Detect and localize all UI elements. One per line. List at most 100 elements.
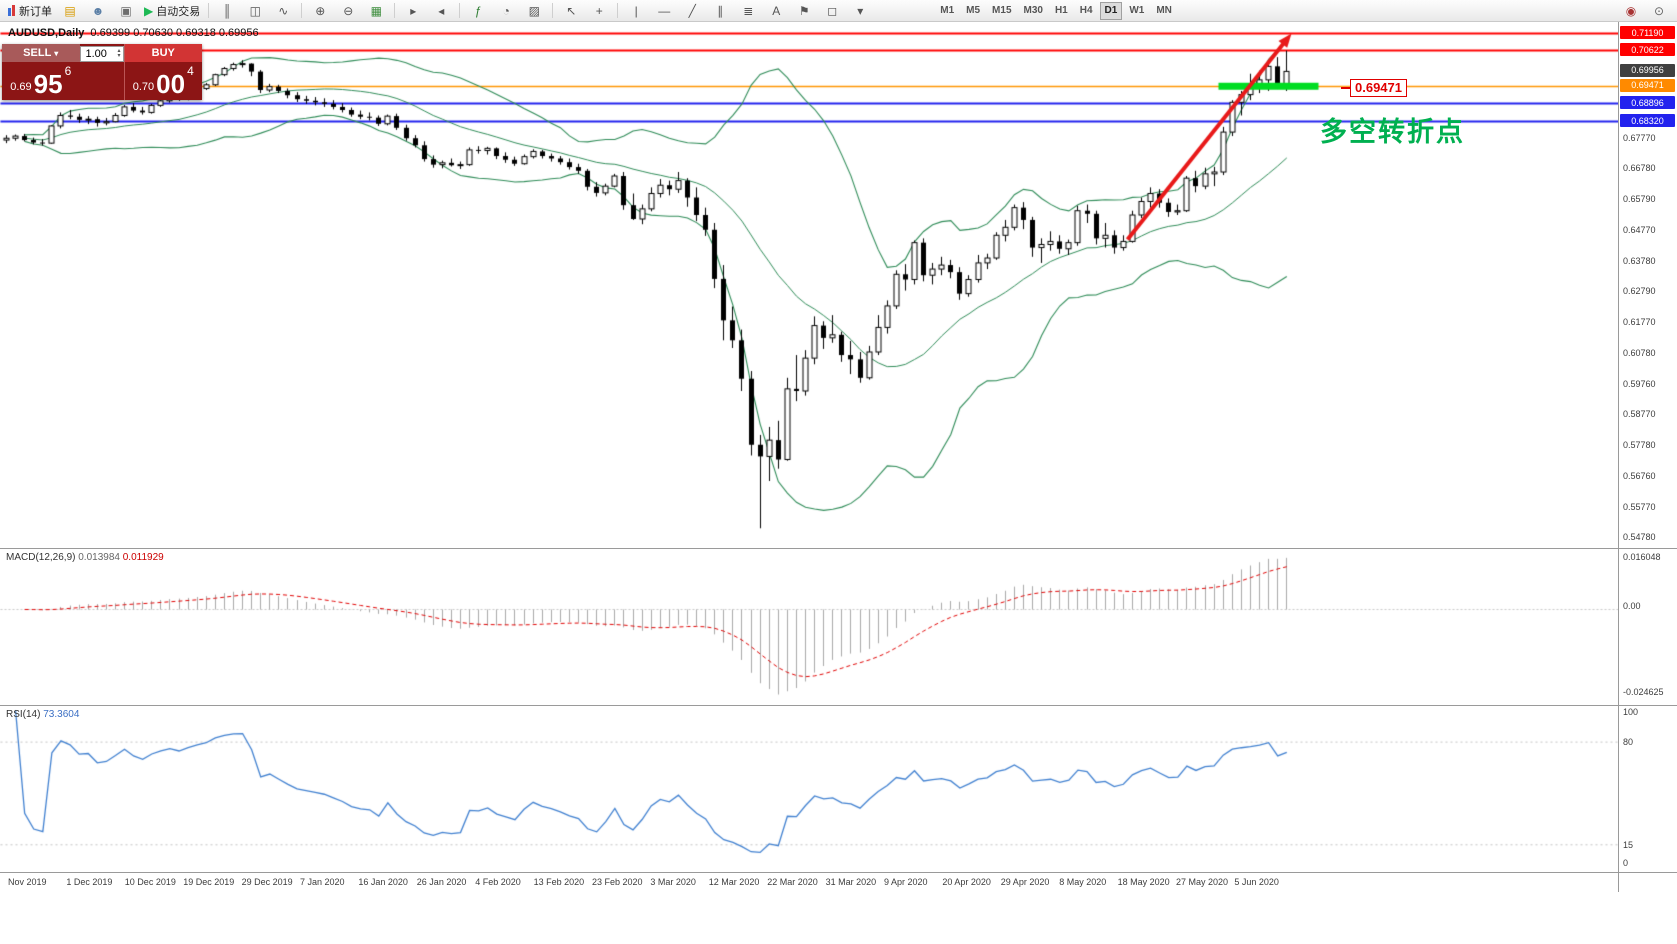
timeframe-m15[interactable]: M15 [992,5,1012,16]
search-icon: ⊙ [1653,3,1665,18]
toolbar-separator [301,3,303,18]
price-tick-0.63780: 0.63780 [1623,255,1656,266]
zoom-in-button[interactable]: ⊕ [306,1,334,21]
objects-dropdown-icon: ▾ [857,3,864,18]
fibonacci-icon: ≣ [743,3,754,18]
main-chart-canvas[interactable] [0,22,1618,548]
macd-pane-canvas[interactable] [0,549,1618,705]
bar-chart-button[interactable]: ║ [213,1,241,21]
market-watch-button[interactable]: ▤ [56,1,84,21]
price-tick-0.59760: 0.59760 [1623,379,1656,390]
date-label-17: 29 Apr 2020 [1000,877,1050,887]
price-tick-0.62790: 0.62790 [1623,285,1656,296]
flag-leader-line [1341,87,1350,89]
cursor-icon: ↖ [566,3,577,18]
fibonacci-button[interactable]: ≣ [734,1,762,21]
horizontal-line-button[interactable]: — [650,1,678,21]
line-chart-button[interactable]: ∿ [269,1,297,21]
date-label-15: 9 Apr 2020 [884,877,928,887]
date-label-4: 29 Dec 2019 [241,877,293,887]
toolbar-separator [394,3,396,18]
turning-point-note[interactable]: 多空转折点 [1320,117,1465,147]
auto-scroll-button[interactable]: ▸ [399,1,427,21]
price-tick-0.57780: 0.57780 [1623,439,1656,450]
terminal-icon: ▣ [120,3,132,18]
objects-dropdown-button[interactable]: ▾ [846,1,874,21]
vertical-line-button[interactable]: | [622,1,650,21]
volume-input[interactable]: 1.00 ▴ ▾ [79,46,124,62]
buy-button[interactable]: BUY 0.70 00 4 [123,44,202,100]
buy-price-big: 00 [156,69,186,99]
timeframe-mn[interactable]: MN [1156,5,1172,16]
timeframe-m5[interactable]: M5 [966,5,981,16]
channel-button[interactable]: ∥ [706,1,734,21]
navigator-button[interactable]: ☻ [84,1,112,21]
date-label-12: 12 Mar 2020 [708,877,760,887]
macd-scale--0.024625: -0.024625 [1623,687,1664,697]
bar-chart-icon: ║ [222,3,232,18]
one-click-trading-panel: SELL ▾ 0.69 95 6 1.00 ▴ ▾ BUY 0.70 00 4 [2,44,202,100]
pane-separator-rsi[interactable] [0,705,1677,706]
timeframe-m1[interactable]: M1 [940,5,955,16]
zoom-out-button[interactable]: ⊖ [334,1,362,21]
zoom-out-icon: ⊖ [343,3,354,18]
price-tag-0.71190: 0.71190 [1620,26,1675,39]
timeframe-h1[interactable]: H1 [1054,5,1068,16]
sell-button[interactable]: SELL ▾ 0.69 95 6 [2,44,80,100]
indicators-button[interactable]: ƒ [464,1,492,21]
chart-title: AUDUSD,Daily 0.69399 0.70630 0.69318 0.69… [8,27,259,39]
timeframe-w1[interactable]: W1 [1129,5,1145,16]
periods-button[interactable]: ◔ [492,1,520,21]
sell-price-big: 95 [33,69,63,99]
rsi-scale-100: 100 [1623,707,1639,717]
price-tag-0.69956: 0.69956 [1620,63,1675,77]
chart-shift-button[interactable]: ◂ [427,1,455,21]
templates-button[interactable]: ▨ [520,1,548,21]
volume-cell: 1.00 ▴ ▾ [79,44,124,100]
date-label-21: 5 Jun 2020 [1234,877,1279,887]
timeframe-d1[interactable]: D1 [1099,1,1123,20]
price-flag[interactable]: 0.69471 [1341,79,1407,97]
cursor-button[interactable]: ↖ [557,1,585,21]
crosshair-button[interactable]: + [585,1,613,21]
shapes-button[interactable]: ◻ [818,1,846,21]
community-button[interactable]: ◉ [1617,1,1645,21]
new-order-button[interactable]: 新订单 [4,1,56,21]
price-axis-border [1618,22,1619,892]
candlestick-chart-button[interactable]: ◫ [241,1,269,21]
price-tick-0.65790: 0.65790 [1623,193,1656,204]
vertical-line-icon: | [634,3,638,18]
autotrading-button[interactable]: ▶ 自动交易 [140,1,204,21]
rsi-pane-canvas[interactable] [0,706,1618,872]
pane-separator-time [0,872,1677,873]
price-tick-0.56760: 0.56760 [1623,471,1656,482]
timeframe-h4[interactable]: H4 [1079,5,1093,16]
tile-windows-icon: ▦ [370,3,382,18]
trendline-icon: ╱ [688,3,696,18]
rsi-scale-0: 0 [1623,858,1629,868]
community-icon: ◉ [1625,3,1637,18]
text-button[interactable]: A [762,1,790,21]
auto-scroll-icon: ▸ [410,3,417,18]
crosshair-icon: + [595,3,603,18]
line-chart-icon: ∿ [278,3,289,18]
shapes-icon: ◻ [827,3,838,18]
autotrading-play-icon: ▶ [144,3,154,18]
pane-separator-macd[interactable] [0,548,1677,549]
navigator-icon: ☻ [91,3,105,18]
terminal-button[interactable]: ▣ [112,1,140,21]
channel-icon: ∥ [717,3,724,18]
date-label-16: 20 Apr 2020 [942,877,991,887]
volume-spinner[interactable]: ▴ ▾ [117,48,121,59]
trendline-button[interactable]: ╱ [678,1,706,21]
buy-price-small: 0.70 [132,81,155,93]
search-button[interactable]: ⊙ [1645,1,1673,21]
date-label-14: 31 Mar 2020 [825,877,877,887]
chart-ohlc: 0.69399 0.70630 0.69318 0.69956 [90,27,259,39]
date-label-2: 10 Dec 2019 [124,877,176,887]
arrow-flag-button[interactable]: ⚑ [790,1,818,21]
tile-windows-button[interactable]: ▦ [362,1,390,21]
date-label-20: 27 May 2020 [1176,877,1229,887]
timeframe-m30[interactable]: M30 [1023,5,1043,16]
